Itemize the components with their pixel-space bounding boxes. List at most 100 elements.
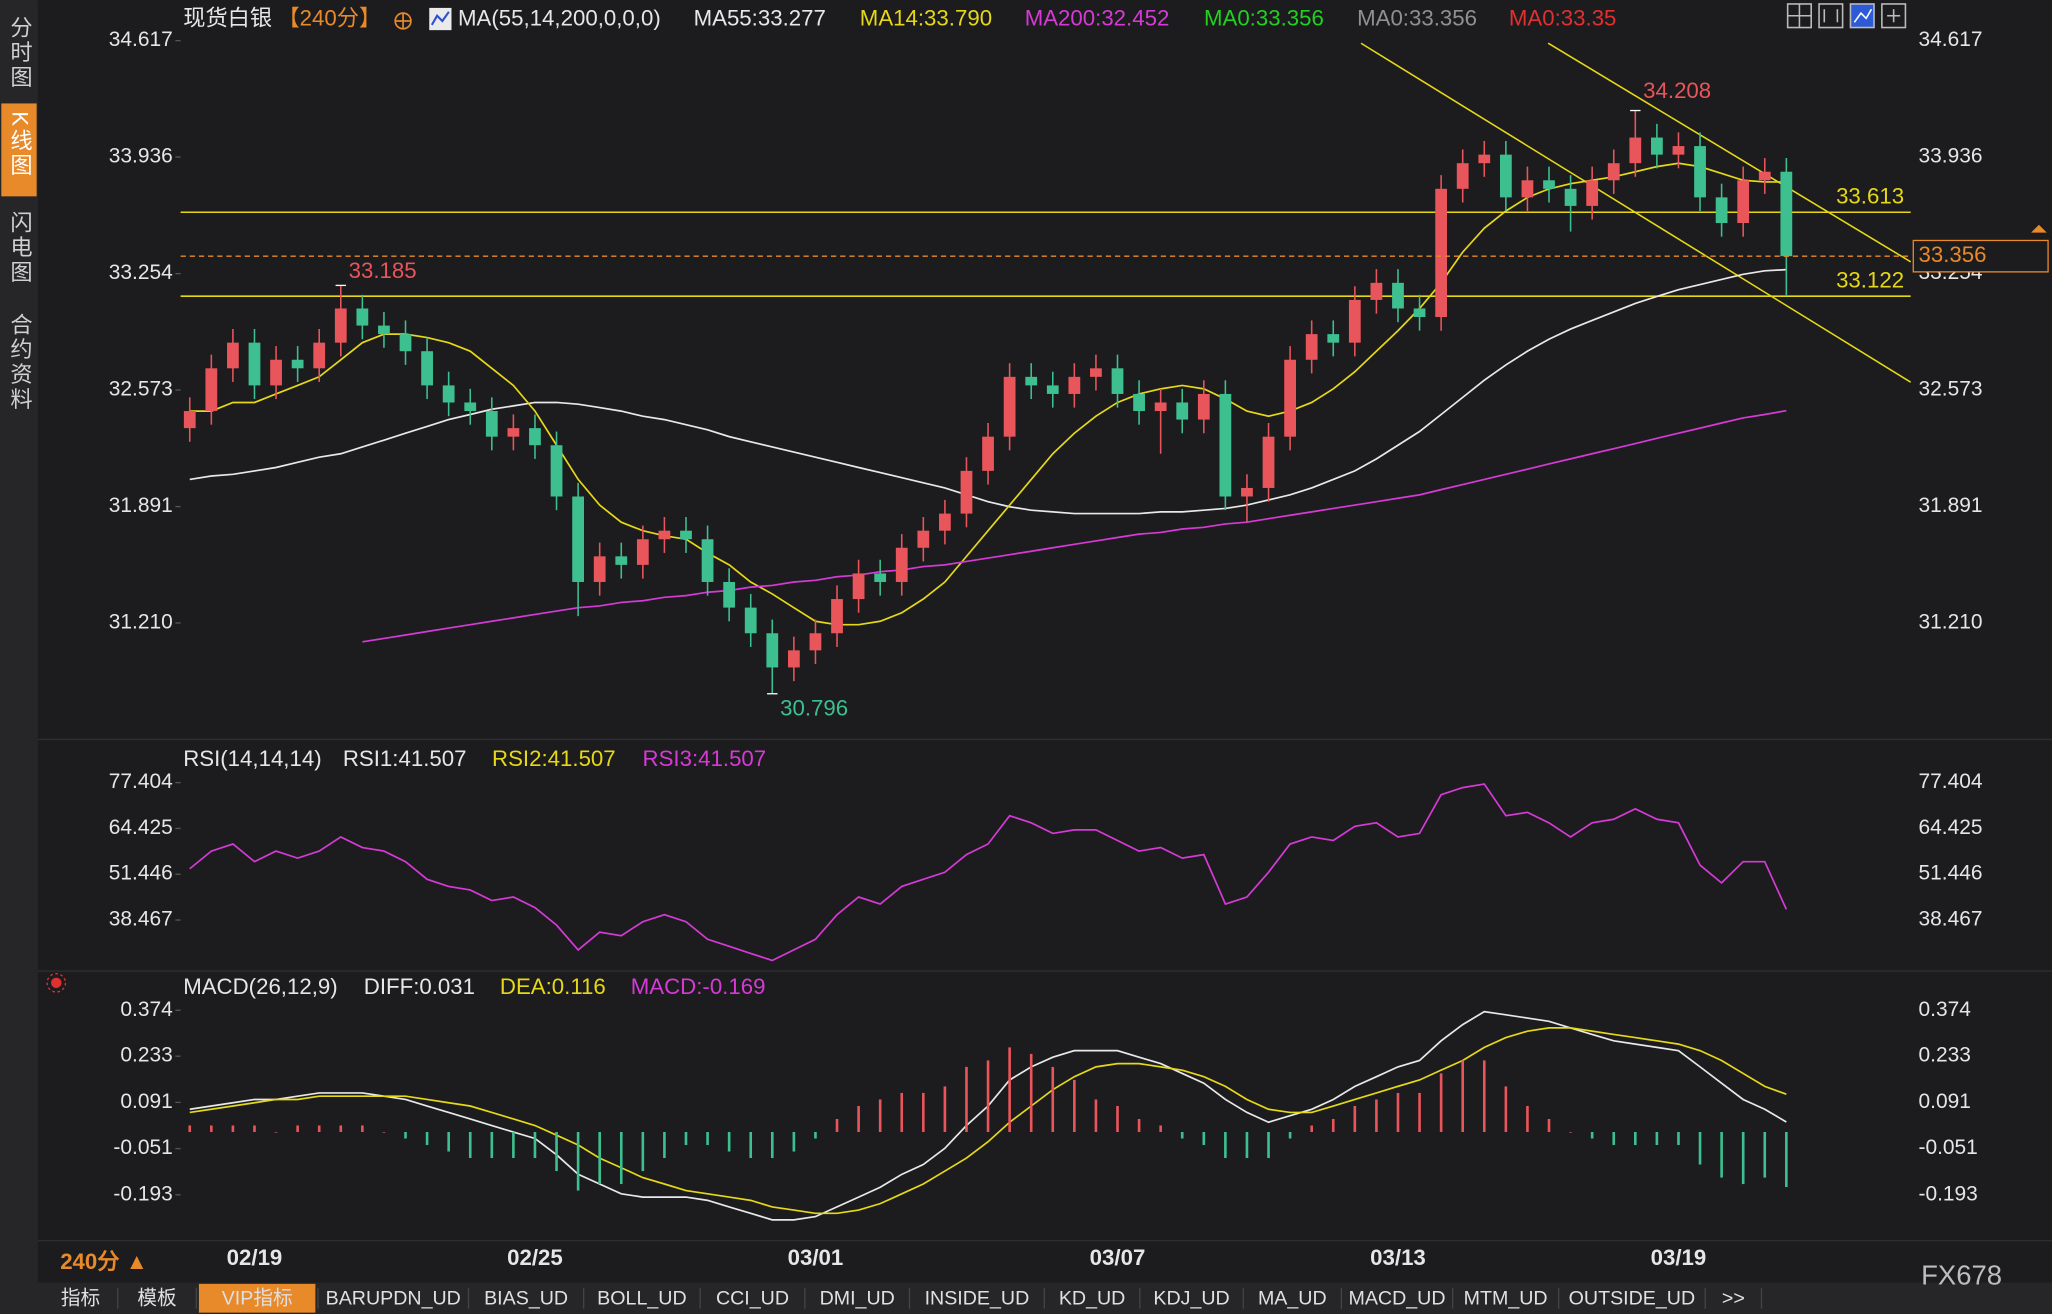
settings-icon[interactable] — [46, 973, 67, 993]
histogram-bar — [1159, 1125, 1162, 1132]
y-tick-label-right: -0.193 — [1919, 1182, 1978, 1205]
period-label[interactable]: 【240分】 — [277, 6, 381, 31]
tab[interactable]: CCI_UD — [716, 1288, 789, 1310]
y-tick-label-right: 34.617 — [1919, 28, 1983, 51]
histogram-bar — [1482, 1060, 1486, 1132]
last-price-label: 33.356 — [1919, 242, 1987, 267]
y-tick-label-right: 31.891 — [1919, 494, 1983, 517]
candle-body — [205, 368, 218, 412]
histogram-bar — [1439, 1073, 1443, 1132]
histogram-bar — [1785, 1131, 1788, 1187]
indicator-icon[interactable] — [429, 7, 452, 31]
histogram-bar — [1396, 1092, 1400, 1132]
legend-item: RSI1:41.507 — [343, 746, 467, 771]
add-icon[interactable] — [394, 12, 412, 30]
candle-body — [1607, 163, 1620, 181]
histogram-bar — [1461, 1060, 1465, 1132]
y-tick-label-right: 64.425 — [1919, 816, 1983, 839]
instrument-title: 现货白银 — [183, 6, 272, 31]
candle-body — [529, 428, 541, 446]
histogram-bar — [1418, 1092, 1421, 1132]
candle-body — [1327, 334, 1340, 343]
histogram-bar — [1353, 1105, 1357, 1132]
candle-body — [874, 573, 887, 582]
last-price-tag — [1912, 239, 2049, 273]
histogram-bar — [1202, 1131, 1206, 1146]
candle-body — [356, 308, 369, 326]
histogram-bar — [296, 1125, 299, 1132]
candle-body — [507, 428, 520, 437]
histogram-bar — [576, 1131, 580, 1191]
sidebar-item[interactable]: 闪电图 — [7, 210, 32, 285]
histogram-bar — [468, 1131, 472, 1159]
tab[interactable]: BOLL_UD — [597, 1288, 686, 1310]
sidebar-item[interactable]: K线图 — [7, 111, 32, 178]
y-tick-label-right: 0.091 — [1919, 1090, 1971, 1113]
indicator-label: MA(55,14,200,0,0,0) — [458, 6, 661, 31]
candle-body — [1715, 197, 1728, 224]
layout-icons[interactable] — [1786, 3, 1907, 29]
period-switch[interactable]: 240分 ▲ — [60, 1249, 148, 1274]
series-line — [189, 783, 1788, 962]
tab[interactable]: 模板 — [137, 1288, 176, 1310]
y-tick-label: -0.193 — [113, 1182, 172, 1205]
tab[interactable]: INSIDE_UD — [925, 1288, 1030, 1310]
legend-item: MACD:-0.169 — [631, 974, 766, 999]
histogram-bar — [641, 1131, 645, 1172]
tab[interactable]: >> — [1722, 1288, 1745, 1310]
tab[interactable]: MA_UD — [1258, 1288, 1327, 1310]
y-tick-label-right: 33.936 — [1919, 145, 1983, 168]
tab[interactable]: BIAS_UD — [484, 1288, 568, 1310]
x-tick-label: 03/13 — [1370, 1245, 1426, 1270]
histogram-bar — [1634, 1131, 1637, 1146]
candle-body — [1133, 393, 1145, 412]
candle-body — [852, 573, 865, 600]
sidebar-item[interactable]: 合约资料 — [7, 312, 32, 412]
histogram-bar — [1763, 1131, 1767, 1178]
candle-body — [291, 359, 304, 369]
histogram-bar — [1375, 1099, 1378, 1132]
tab[interactable]: 指标 — [61, 1288, 100, 1310]
macd-title: MACD(26,12,9) — [183, 974, 337, 999]
histogram-bar — [253, 1125, 256, 1132]
histogram-bar — [814, 1131, 817, 1139]
candle-body — [270, 359, 282, 386]
candle-body — [1478, 154, 1491, 164]
histogram-bar — [922, 1092, 925, 1132]
tab[interactable]: KD_UD — [1059, 1288, 1126, 1310]
tab[interactable]: MACD_UD — [1348, 1288, 1445, 1310]
histogram-bar — [727, 1131, 731, 1152]
candle-body — [1176, 402, 1189, 420]
histogram-bar — [512, 1131, 515, 1159]
histogram-bar — [555, 1131, 558, 1172]
legend-item: MA0:33.35 — [1509, 6, 1617, 31]
candle-body — [442, 385, 455, 403]
tab[interactable]: DMI_UD — [820, 1288, 895, 1310]
candle-body — [982, 436, 994, 471]
tab[interactable]: OUTSIDE_UD — [1569, 1288, 1696, 1310]
candle-body — [615, 556, 628, 565]
histogram-bar — [188, 1125, 192, 1132]
extreme-label: 30.796 — [780, 695, 848, 720]
tab[interactable]: VIP指标 — [222, 1288, 293, 1310]
histogram-bar — [1094, 1099, 1098, 1132]
candle-body — [334, 308, 347, 343]
tab[interactable]: BARUPDN_UD — [326, 1288, 461, 1310]
histogram-bar — [1116, 1105, 1119, 1132]
candle-body — [1392, 282, 1404, 309]
y-tick-label: 77.404 — [109, 770, 173, 793]
sidebar-item[interactable]: 分时图 — [7, 15, 32, 90]
legend-item: MA200:32.452 — [1025, 6, 1170, 31]
candle-body — [831, 599, 843, 634]
tab[interactable]: MTM_UD — [1464, 1288, 1548, 1310]
y-tick-label: 0.374 — [120, 998, 173, 1021]
candle-body — [1737, 180, 1750, 224]
candle-body — [723, 581, 736, 608]
tab[interactable]: KDJ_UD — [1153, 1288, 1229, 1310]
candle-body — [183, 411, 196, 429]
histogram-bar — [1655, 1131, 1659, 1146]
histogram-bar — [965, 1066, 968, 1132]
histogram-bar — [1612, 1131, 1616, 1146]
histogram-bar — [210, 1125, 213, 1132]
candle-body — [1068, 376, 1081, 394]
